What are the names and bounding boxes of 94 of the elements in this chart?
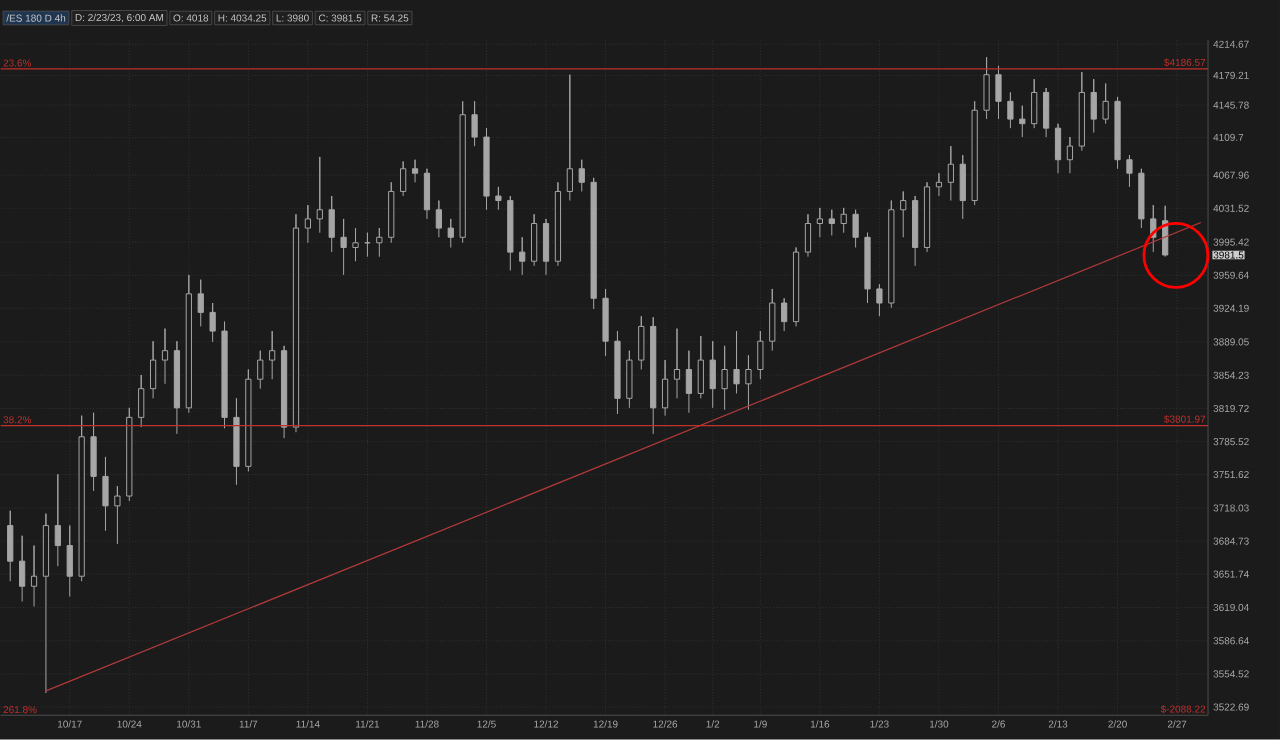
candlestick: [245, 369, 252, 473]
candlestick: [566, 74, 573, 202]
candlestick: [1066, 136, 1074, 174]
candlestick: [304, 204, 312, 244]
candlestick: [650, 316, 657, 435]
candlestick: [161, 328, 169, 385]
candlestick: [507, 195, 514, 272]
candlestick: [19, 535, 26, 603]
candlestick: [7, 510, 14, 582]
candlestick: [709, 340, 716, 409]
candlestick: [447, 218, 454, 249]
candlestick: [340, 218, 347, 276]
candlestick: [54, 473, 61, 567]
candlestick: [816, 207, 823, 238]
candlestick: [42, 513, 50, 694]
candlestick: [923, 181, 931, 253]
candlestick: [840, 207, 847, 234]
candlestick: [1007, 92, 1014, 129]
candlestick: [554, 181, 562, 267]
candlestick: [721, 345, 728, 411]
candlestick: [149, 340, 157, 400]
candlestick: [114, 485, 121, 545]
candlestick: [269, 330, 276, 380]
candlestick: [221, 321, 228, 430]
candlestick: [138, 374, 145, 428]
candlestick: [1019, 105, 1026, 138]
candlestick: [864, 232, 871, 304]
candlestick: [197, 279, 204, 328]
candlestick: [1031, 78, 1038, 129]
candlestick: [912, 195, 919, 267]
candlestick: [1138, 168, 1145, 229]
candlestick: [185, 274, 192, 414]
candlestick: [745, 355, 752, 411]
candlestick: [423, 168, 431, 220]
candlestick: [590, 177, 597, 310]
candlestick: [1078, 71, 1085, 152]
candlestick: [173, 340, 181, 435]
candlestick: [614, 330, 621, 415]
candlestick: [697, 335, 704, 400]
candlestick: [828, 209, 835, 237]
candlestick: [531, 213, 538, 267]
candlestick: [900, 191, 907, 238]
candlestick: [971, 101, 978, 206]
candlestick: [209, 302, 216, 343]
candlestick: [257, 350, 264, 390]
candlestick: [411, 159, 419, 183]
candlestick: [1126, 154, 1133, 188]
candlestick: [1102, 83, 1109, 125]
candlestick: [995, 65, 1002, 120]
candlestick: [852, 209, 859, 249]
candlestick: [626, 350, 633, 409]
candlestick: [661, 359, 669, 417]
candlestick: [1090, 78, 1097, 134]
candlestick: [542, 218, 550, 276]
candlestick: [280, 345, 288, 439]
candlestick: [376, 227, 383, 258]
candlestick: [471, 101, 478, 147]
candlestick: [435, 200, 442, 238]
candlestick: [483, 127, 490, 211]
candlestick: [78, 415, 85, 582]
candlestick: [804, 213, 812, 258]
candlestick: [352, 227, 359, 262]
candlestick: [388, 181, 395, 244]
candlestick: [733, 330, 740, 395]
candlestick: [947, 145, 954, 202]
candlestick: [90, 412, 97, 492]
candlestick: [66, 525, 73, 598]
candlestick: [1042, 87, 1050, 138]
candlestick: [400, 161, 407, 197]
candlestick: [602, 288, 609, 357]
candlestick: [959, 154, 966, 220]
candlestick: [983, 56, 990, 120]
candlestick: [876, 284, 883, 317]
candlestick: [126, 407, 133, 502]
candlestick: [495, 186, 502, 211]
candlestick: [769, 288, 776, 352]
candlestick: [888, 200, 895, 309]
candlestick: [292, 213, 300, 433]
candlestick: [638, 315, 645, 371]
candlestick: [792, 247, 800, 328]
candlestick: [673, 328, 681, 400]
candlestick: [935, 172, 943, 197]
candlestick: [233, 398, 240, 486]
candlestick: [30, 545, 38, 608]
candlestick: [781, 297, 788, 332]
candlestick: [519, 236, 526, 276]
candlestick: [328, 195, 335, 253]
candlestick: [685, 350, 693, 414]
candlestick: [459, 101, 466, 244]
candlestick: [757, 330, 764, 380]
candlestick: [578, 159, 585, 193]
candlestick: [316, 156, 323, 234]
candlestick: [1054, 123, 1062, 174]
candlestick: [102, 456, 109, 532]
